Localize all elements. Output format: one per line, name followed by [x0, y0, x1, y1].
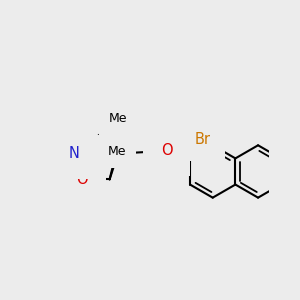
- Text: N: N: [69, 146, 80, 161]
- Text: Me: Me: [107, 145, 126, 158]
- Text: O: O: [161, 143, 172, 158]
- Text: Br: Br: [194, 132, 210, 147]
- Text: Me: Me: [109, 112, 128, 125]
- Text: O: O: [76, 172, 88, 187]
